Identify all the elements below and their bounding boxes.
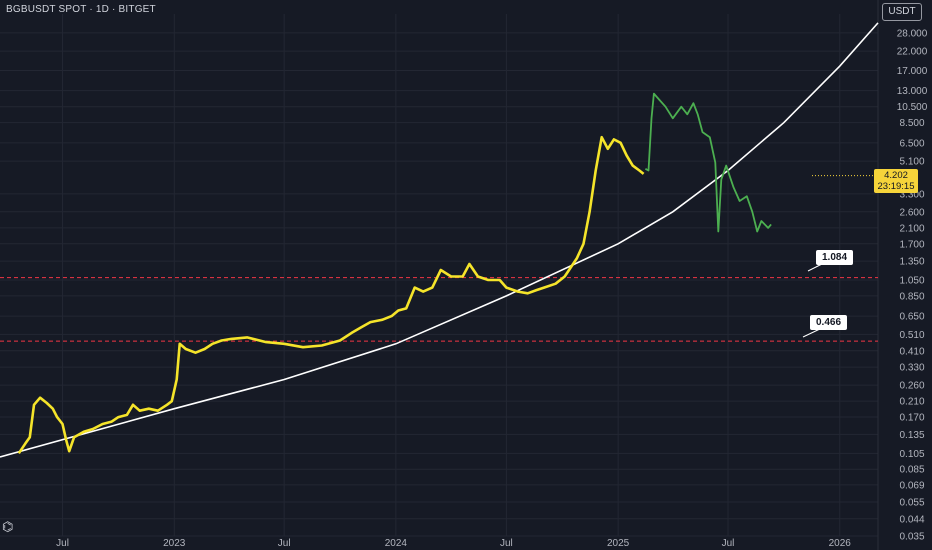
y-tick-label: 1.050 (899, 276, 924, 287)
y-tick-label: 0.085 (899, 465, 924, 476)
y-tick-label: 6.500 (899, 138, 924, 149)
x-tick-label: 2023 (163, 538, 186, 549)
y-tick-label: 3.300 (899, 189, 924, 200)
chart-title: BGBUSDT SPOT · 1D · BITGET (6, 4, 156, 15)
y-tick-label: 22.000 (897, 47, 928, 58)
y-tick-label: 0.135 (899, 430, 924, 441)
y-tick-label: 2.100 (899, 223, 924, 234)
price-series-yellow (17, 135, 645, 455)
y-tick-label: 0.410 (899, 346, 924, 357)
x-tick-label: 2024 (385, 538, 408, 549)
y-tick-label: 0.069 (899, 480, 924, 491)
y-tick-label: 0.210 (899, 397, 924, 408)
y-tick-label: 28.000 (897, 28, 928, 39)
y-tick-label: 5.100 (899, 157, 924, 168)
price-series-green (644, 92, 772, 233)
y-tick-label: 2.600 (899, 207, 924, 218)
level-annotation-0466[interactable]: 0.466 (810, 315, 848, 330)
y-tick-label: 0.850 (899, 291, 924, 302)
x-tick-label: Jul (722, 538, 735, 549)
y-tick-label: 0.170 (899, 413, 924, 424)
y-tick-label: 0.105 (899, 449, 924, 460)
tradingview-logo-icon[interactable]: ⌬ (2, 519, 14, 534)
x-tick-label: Jul (500, 538, 513, 549)
bar-countdown: 23:19:15 (877, 180, 915, 192)
y-tick-label: 0.035 (899, 532, 924, 543)
y-tick-label: 13.000 (897, 86, 928, 97)
y-tick-label: 1.700 (899, 239, 924, 250)
y-tick-label: 17.000 (897, 66, 928, 77)
y-tick-label: 0.055 (899, 497, 924, 508)
y-tick-label: 0.044 (899, 514, 924, 525)
x-tick-label: Jul (56, 538, 69, 549)
y-tick-label: 0.330 (899, 363, 924, 374)
y-tick-label: 0.510 (899, 330, 924, 341)
y-tick-label: 10.500 (897, 102, 928, 113)
x-tick-label: Jul (278, 538, 291, 549)
x-tick-label: 2025 (607, 538, 630, 549)
level-annotation-1084[interactable]: 1.084 (816, 250, 854, 265)
y-tick-label: 8.500 (899, 118, 924, 129)
x-tick-label: 2026 (829, 538, 852, 549)
y-tick-label: 1.350 (899, 257, 924, 268)
y-tick-label: 0.260 (899, 381, 924, 392)
current-price: 4.202 (884, 169, 908, 181)
trend-curve (0, 22, 879, 458)
currency-unit-button[interactable]: USDT (882, 3, 922, 21)
current-price-label: 4.202 23:19:15 (874, 168, 918, 193)
y-tick-label: 0.650 (899, 312, 924, 323)
